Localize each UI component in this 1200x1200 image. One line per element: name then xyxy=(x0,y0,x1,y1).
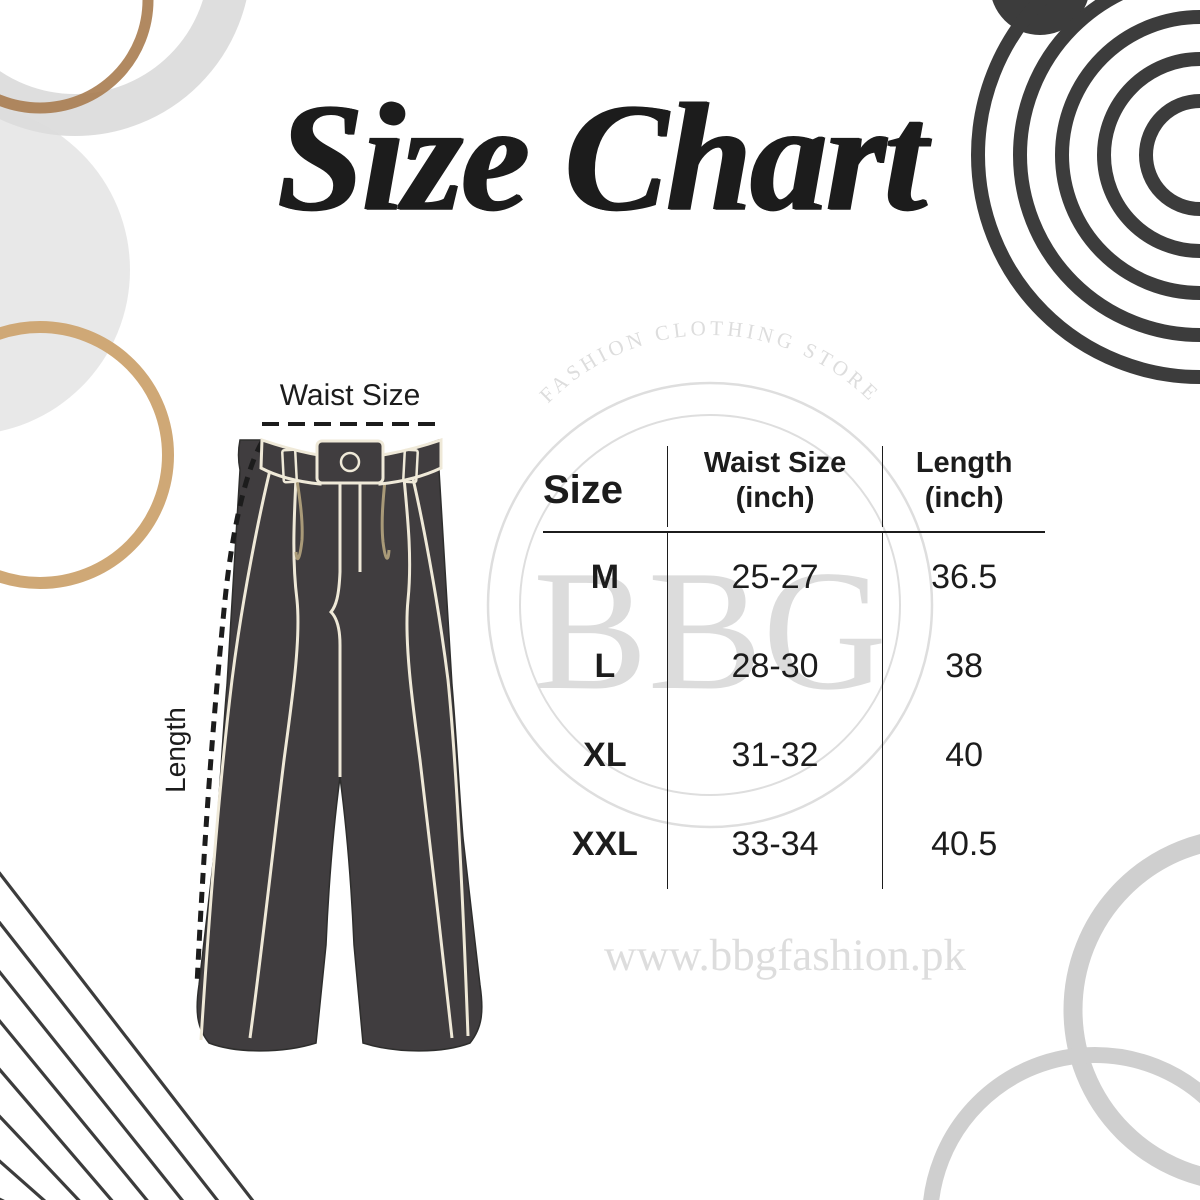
svg-text:www.bbgfashion.pk: www.bbgfashion.pk xyxy=(604,930,967,980)
svg-text:FASHION CLOTHING STORE: FASHION CLOTHING STORE xyxy=(535,316,886,408)
